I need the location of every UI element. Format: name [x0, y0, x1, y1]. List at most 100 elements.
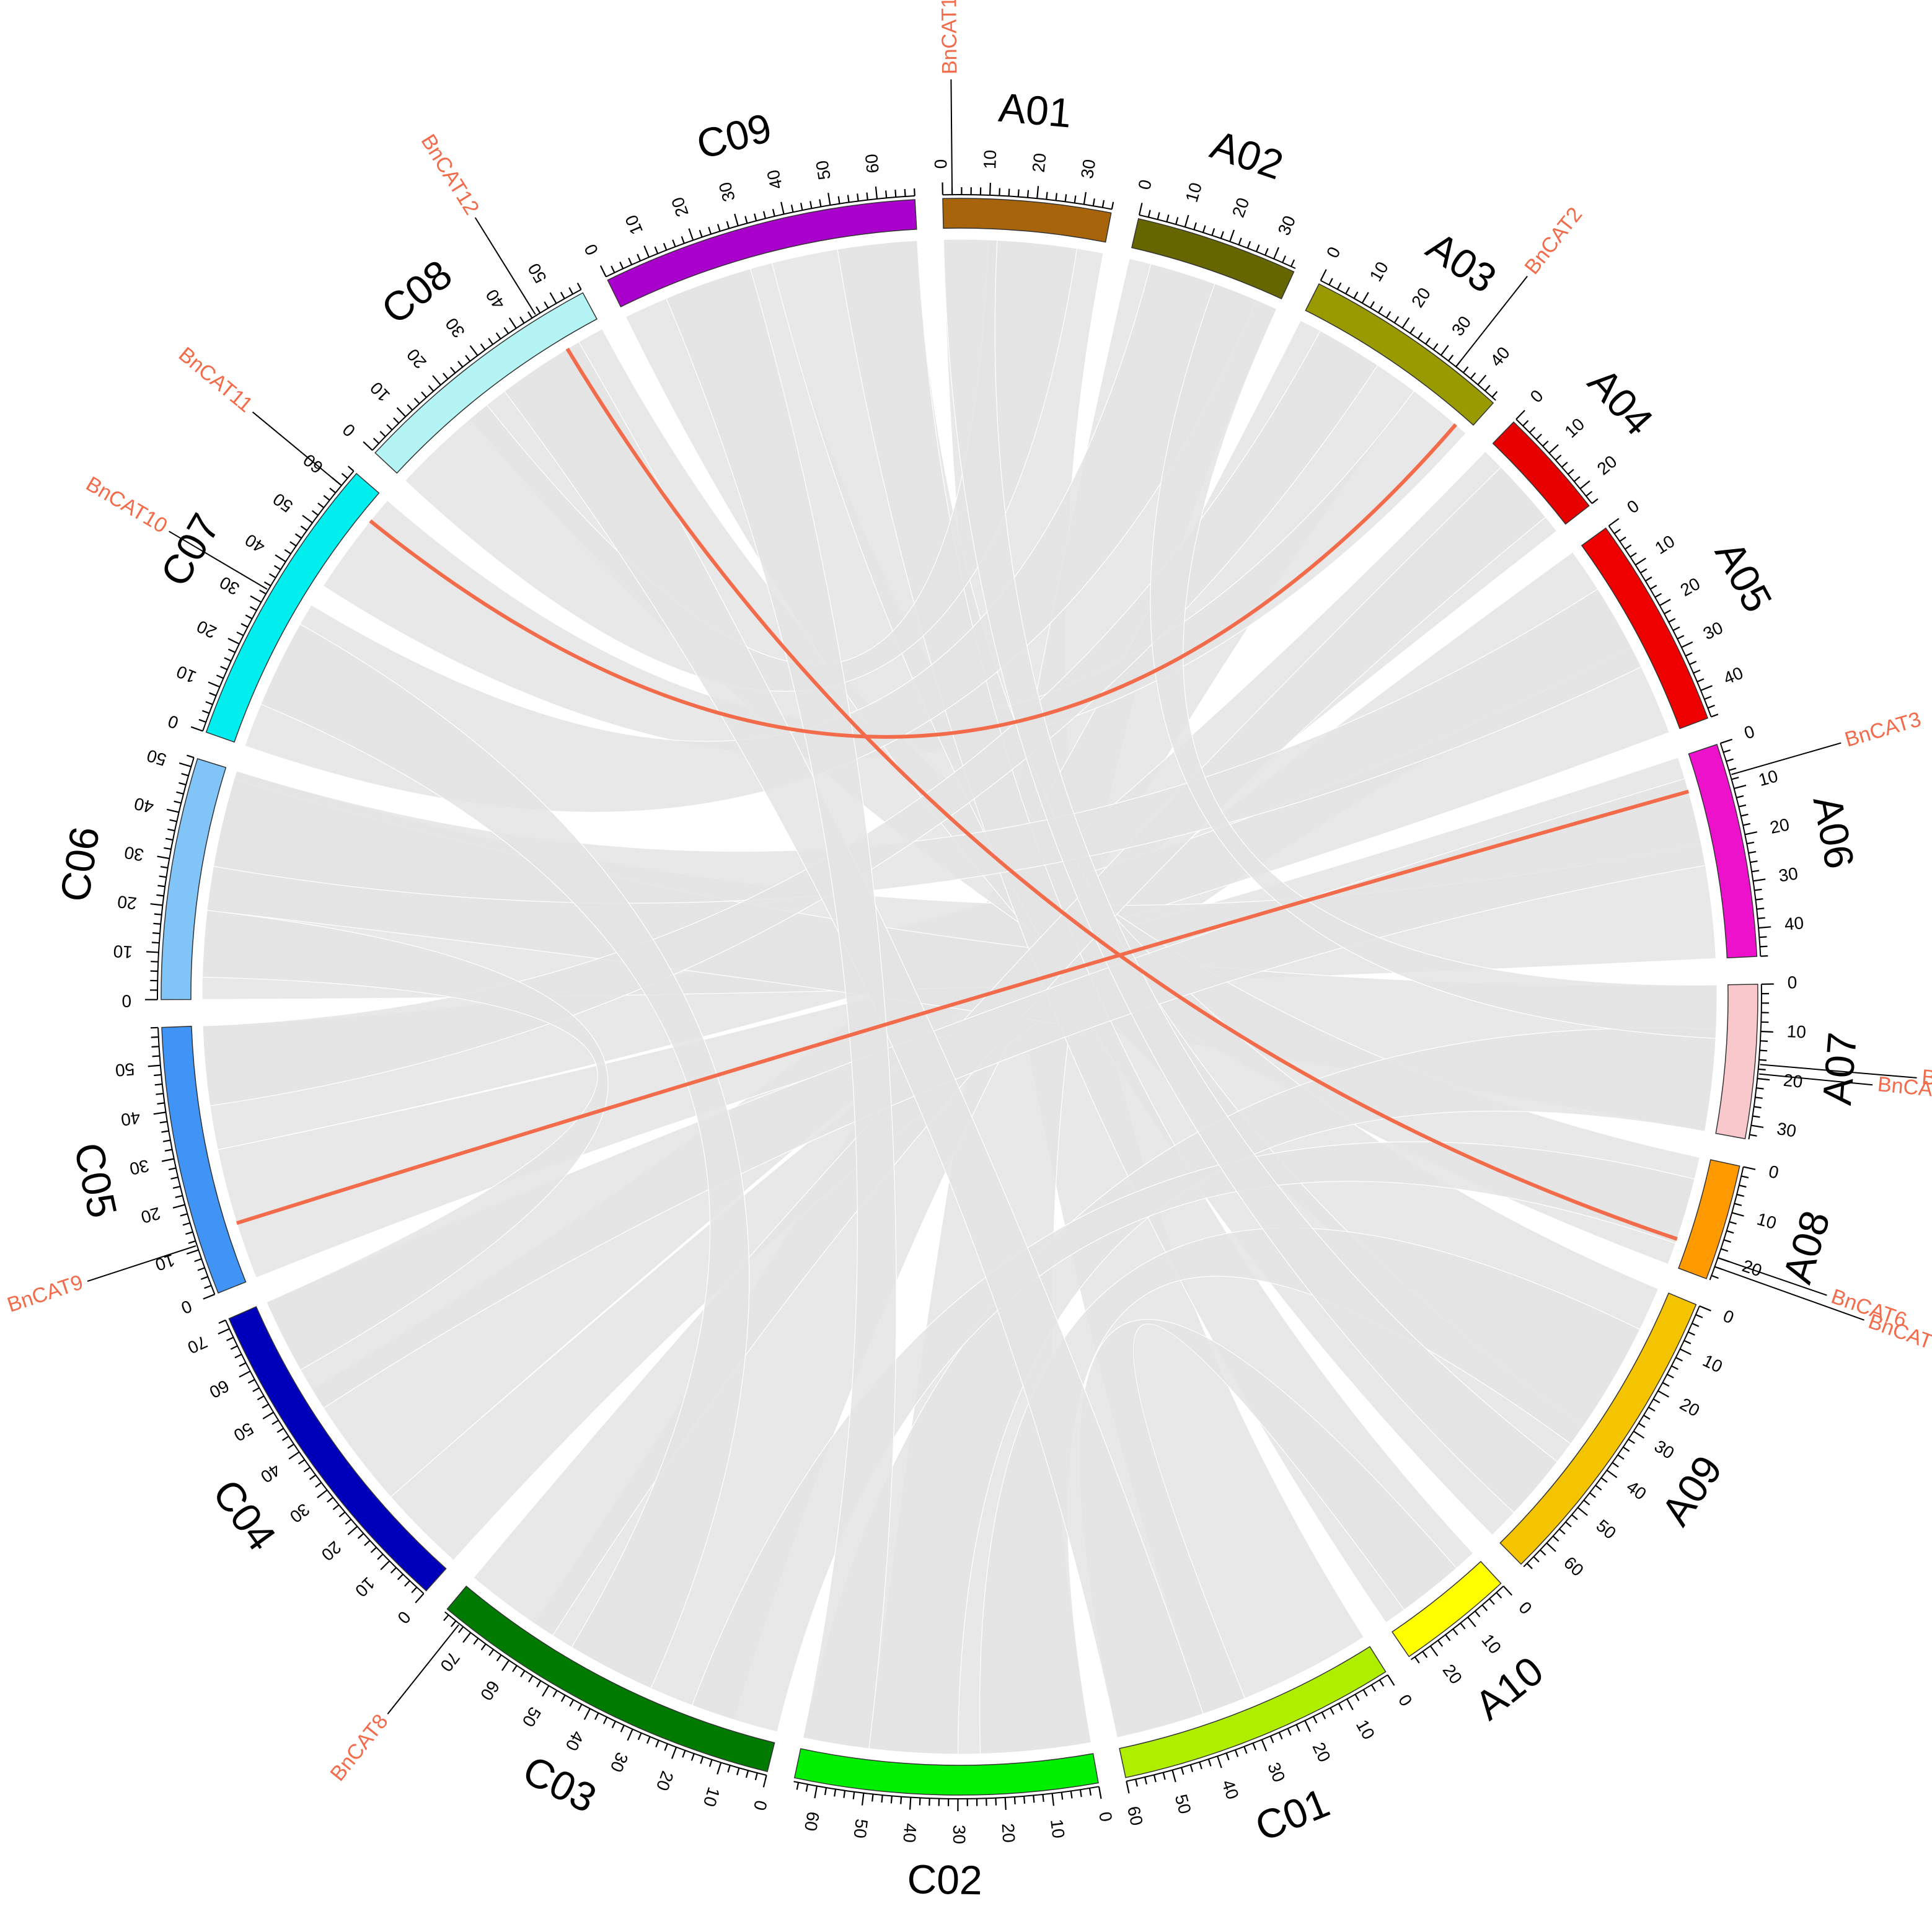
minor-tick	[1166, 214, 1170, 223]
major-tick	[146, 951, 159, 953]
minor-tick	[594, 1713, 599, 1720]
minor-tick	[220, 666, 227, 671]
minor-tick	[1757, 907, 1765, 910]
major-tick	[827, 193, 831, 206]
tick-label: 10	[1561, 414, 1588, 441]
minor-tick	[552, 1690, 558, 1698]
minor-tick	[1583, 1499, 1590, 1506]
gene-label-bncat3: BnCAT3	[1842, 707, 1924, 751]
minor-tick	[1264, 248, 1269, 256]
minor-tick	[1640, 568, 1647, 574]
minor-tick	[762, 211, 766, 219]
minor-tick	[315, 1482, 322, 1488]
minor-tick	[1693, 669, 1701, 674]
major-tick	[1731, 1212, 1744, 1217]
minor-tick	[1672, 626, 1680, 632]
minor-tick	[1648, 1406, 1656, 1412]
minor-tick	[611, 1721, 616, 1729]
minor-tick	[1612, 1462, 1619, 1468]
minor-tick	[890, 1796, 893, 1804]
minor-tick	[1211, 228, 1215, 236]
tick-label: 50	[144, 746, 169, 770]
minor-tick	[1409, 327, 1415, 334]
synteny-ribbon	[213, 588, 1642, 904]
minor-tick	[1354, 1693, 1360, 1701]
major-tick	[148, 1064, 161, 1067]
tick-label: 70	[436, 1648, 464, 1675]
chromosome-label-a07: A07	[1814, 1031, 1865, 1107]
major-tick	[734, 213, 739, 226]
minor-tick	[162, 1139, 171, 1142]
major-tick	[1608, 518, 1620, 527]
major-tick	[508, 317, 517, 329]
tick-label: 40	[257, 1460, 284, 1486]
minor-tick	[1685, 652, 1693, 657]
minor-tick	[187, 754, 195, 759]
major-tick	[909, 1797, 912, 1810]
tick-label: 0	[121, 991, 131, 1010]
minor-tick	[628, 257, 633, 265]
minor-tick	[560, 291, 565, 299]
minor-tick	[240, 623, 249, 628]
minor-tick	[1422, 1651, 1428, 1658]
minor-tick	[323, 495, 330, 501]
synteny-ribbon	[771, 240, 1584, 1536]
minor-tick	[496, 1654, 502, 1662]
minor-tick	[999, 188, 1000, 196]
tick-label: 60	[801, 1810, 823, 1832]
tick-label: 0	[1527, 386, 1547, 407]
minor-tick	[1328, 278, 1333, 286]
minor-tick	[218, 1319, 226, 1324]
minor-tick	[528, 1675, 534, 1683]
major-tick	[814, 1786, 818, 1799]
minor-tick	[364, 1540, 371, 1547]
minor-tick	[1628, 1438, 1635, 1444]
major-tick	[208, 681, 220, 688]
minor-tick	[197, 1267, 205, 1271]
minor-tick	[236, 631, 244, 637]
chromosome-segment-a05	[1581, 527, 1709, 730]
tick-label: 30	[128, 1156, 151, 1179]
chromosome-label-c04: C04	[204, 1471, 285, 1558]
major-tick	[1577, 1507, 1588, 1516]
minor-tick	[881, 1794, 883, 1803]
major-tick	[166, 808, 179, 813]
minor-tick	[1623, 1446, 1630, 1452]
chromosome-label-c02: C02	[907, 1856, 982, 1903]
minor-tick	[1600, 1477, 1608, 1483]
minor-tick	[569, 1699, 575, 1707]
minor-tick	[165, 837, 174, 841]
tick-label: 20	[1439, 1661, 1466, 1687]
minor-tick	[809, 201, 813, 209]
minor-tick	[1496, 1592, 1502, 1599]
major-tick	[1720, 738, 1733, 744]
major-tick	[1171, 1770, 1176, 1783]
tick-label: 10	[1755, 1209, 1778, 1233]
tick-label: 30	[607, 1750, 632, 1775]
minor-tick	[450, 1620, 457, 1627]
major-tick	[1758, 926, 1771, 929]
tick-label: 10	[153, 1250, 177, 1274]
major-tick	[717, 1762, 722, 1775]
minor-tick	[495, 332, 501, 340]
minor-tick	[1749, 1134, 1757, 1137]
major-tick	[363, 441, 373, 451]
minor-tick	[914, 188, 915, 196]
major-tick	[275, 554, 286, 563]
tick-label: 0	[179, 1296, 195, 1318]
minor-tick	[754, 1772, 758, 1781]
minor-tick	[1370, 1684, 1376, 1692]
minor-tick	[151, 942, 159, 944]
minor-tick	[655, 1740, 659, 1748]
major-tick	[583, 1708, 591, 1720]
chromosome-label-c05: C05	[66, 1139, 126, 1222]
tick-label: 20	[117, 892, 138, 913]
gene-label-bncat9: BnCAT9	[4, 1271, 86, 1317]
major-tick	[1440, 345, 1449, 356]
minor-tick	[1362, 1689, 1368, 1697]
minor-tick	[157, 885, 165, 888]
minor-tick	[519, 316, 525, 324]
tick-label: 10	[1182, 180, 1206, 205]
chromosome-segment-a03	[1305, 283, 1494, 426]
chromosome-segment-a02	[1131, 218, 1295, 299]
